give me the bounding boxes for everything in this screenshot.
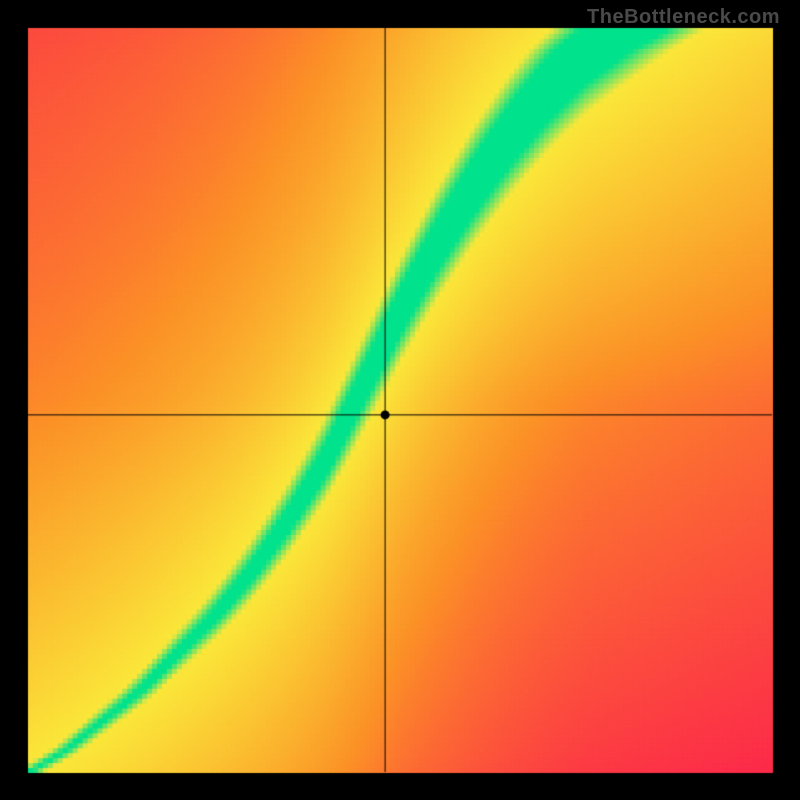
- chart-container: TheBottleneck.com: [0, 0, 800, 800]
- watermark-text: TheBottleneck.com: [587, 6, 780, 29]
- bottleneck-heatmap-canvas: [0, 0, 800, 800]
